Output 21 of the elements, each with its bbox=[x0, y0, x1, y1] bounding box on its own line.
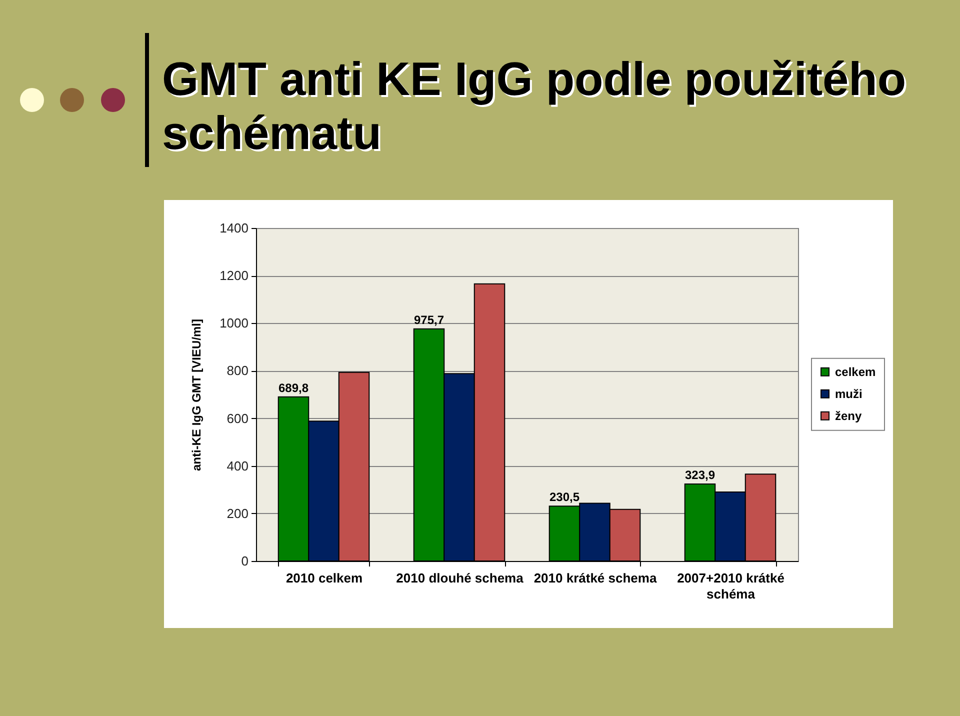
x-tick-label: 2010 dlouhé schema bbox=[396, 570, 524, 586]
y-tick-label: 1000 bbox=[220, 316, 248, 331]
y-tick-label: 800 bbox=[226, 363, 248, 378]
y-tick-label: 600 bbox=[226, 410, 248, 426]
x-tick-label: 2010 celkem bbox=[286, 570, 363, 586]
data-label: 689,8 bbox=[278, 380, 309, 395]
legend-label: ženy bbox=[835, 408, 862, 423]
data-label: 230,5 bbox=[549, 490, 580, 504]
y-tick-label: 1200 bbox=[220, 268, 248, 284]
x-tick-label: 2007+2010 krátké schéma bbox=[677, 570, 784, 602]
data-label: 975,7 bbox=[414, 312, 444, 327]
y-axis-title: anti-KE IgG GMT [VIEU/ml] bbox=[190, 319, 204, 471]
y-tick-label: 200 bbox=[226, 506, 248, 521]
y-tick-label: 1400 bbox=[220, 220, 248, 236]
x-tick-label: 2010 krátké schema bbox=[534, 570, 658, 586]
legend-label: muži bbox=[835, 386, 862, 401]
y-tick-label: 400 bbox=[226, 458, 248, 474]
y-tick-label: 0 bbox=[241, 554, 248, 568]
data-label: 323,9 bbox=[684, 468, 716, 482]
chart-title: GMT anti KE IgG podle použitého schématu bbox=[162, 52, 908, 160]
legend-label: celkem bbox=[835, 364, 876, 379]
